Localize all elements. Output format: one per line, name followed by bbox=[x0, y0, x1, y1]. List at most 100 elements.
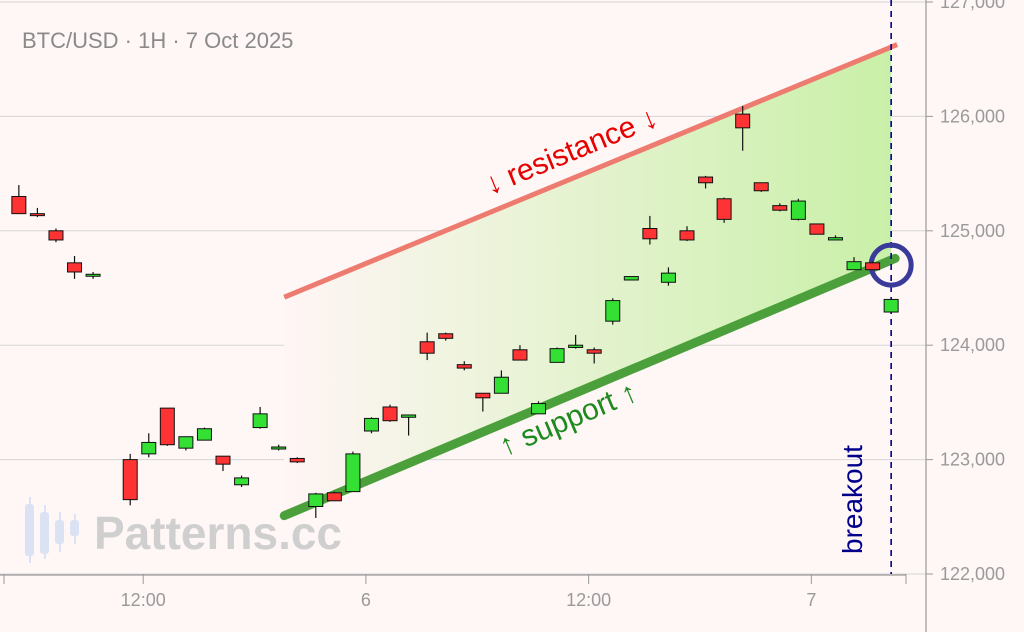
bullish-candle bbox=[345, 451, 361, 493]
bearish-candle bbox=[772, 203, 788, 212]
candle-body bbox=[735, 113, 751, 129]
candle-layer bbox=[11, 106, 899, 518]
candle-body bbox=[29, 213, 45, 217]
y-tick-label: 126,000 bbox=[940, 106, 1005, 126]
bearish-candle bbox=[735, 106, 751, 151]
bearish-candle bbox=[48, 228, 64, 243]
candle-body bbox=[271, 446, 287, 450]
x-tick-label: 12:00 bbox=[121, 590, 166, 610]
watermark-logo-icon bbox=[25, 497, 79, 563]
bearish-candle bbox=[642, 215, 658, 245]
chart-title: BTC/USD · 1H · 7 Oct 2025 bbox=[22, 28, 294, 53]
candle-body bbox=[586, 349, 602, 354]
bullish-candle bbox=[363, 417, 379, 434]
bearish-candle bbox=[865, 261, 881, 271]
x-tick-label: 6 bbox=[361, 590, 371, 610]
y-tick-label: 122,000 bbox=[940, 564, 1005, 584]
candle-body bbox=[363, 417, 379, 432]
bullish-candle bbox=[883, 298, 899, 313]
candle-body bbox=[196, 428, 212, 441]
channel-fill bbox=[284, 46, 892, 516]
bullish-candle bbox=[308, 492, 324, 518]
y-tick-label: 123,000 bbox=[940, 450, 1005, 470]
bullish-candle bbox=[85, 271, 101, 279]
y-tick-label: 127,000 bbox=[940, 0, 1005, 12]
bearish-candle bbox=[438, 332, 454, 341]
candle-body bbox=[679, 230, 695, 241]
bearish-candle bbox=[512, 345, 528, 361]
support-line bbox=[279, 253, 900, 521]
candle-body bbox=[846, 261, 862, 271]
bearish-candle bbox=[215, 455, 231, 472]
candle-body bbox=[11, 195, 27, 215]
breakout-label: breakout bbox=[837, 445, 868, 554]
bullish-candle bbox=[141, 433, 157, 458]
candle-body bbox=[141, 441, 157, 455]
bearish-candle bbox=[809, 223, 825, 235]
resistance-line bbox=[283, 42, 899, 300]
candle-body bbox=[401, 414, 417, 418]
bullish-candle bbox=[401, 414, 417, 436]
bearish-candle bbox=[753, 182, 769, 192]
candle-body bbox=[159, 407, 175, 446]
bearish-candle bbox=[679, 226, 695, 242]
candle-body bbox=[252, 413, 268, 429]
bearish-candle bbox=[698, 175, 714, 189]
bearish-candle bbox=[716, 197, 732, 223]
y-tick-label: 124,000 bbox=[940, 335, 1005, 355]
bullish-candle bbox=[252, 406, 268, 429]
bullish-candle bbox=[531, 401, 547, 415]
bearish-candle bbox=[159, 407, 175, 446]
candle-body bbox=[660, 272, 676, 283]
candle-body bbox=[345, 453, 361, 493]
candle-body bbox=[549, 348, 565, 363]
candle-body bbox=[642, 228, 658, 240]
candle-body bbox=[475, 392, 491, 399]
x-tick-label: 12:00 bbox=[566, 590, 611, 610]
candle-body bbox=[512, 349, 528, 361]
bullish-candle bbox=[178, 436, 194, 451]
y-tick-label: 125,000 bbox=[940, 221, 1005, 241]
candle-body bbox=[716, 198, 732, 220]
x-tick-label: 7 bbox=[806, 590, 816, 610]
candle-body bbox=[289, 457, 305, 463]
candle-body bbox=[326, 492, 342, 502]
bullish-candle bbox=[605, 298, 621, 325]
candle-body bbox=[419, 341, 435, 354]
bearish-candle bbox=[29, 207, 45, 218]
bearish-candle bbox=[382, 404, 398, 422]
bullish-candle bbox=[196, 427, 212, 441]
bullish-candle bbox=[827, 235, 843, 241]
candle-body bbox=[382, 406, 398, 422]
candle-body bbox=[456, 364, 472, 369]
candle-body bbox=[531, 403, 547, 415]
candle-body bbox=[438, 333, 454, 339]
candle-body bbox=[827, 237, 843, 241]
bearish-candle bbox=[11, 185, 27, 215]
bullish-candle bbox=[549, 347, 565, 363]
candle-body bbox=[883, 298, 899, 313]
candle-body bbox=[234, 477, 250, 486]
candle-body bbox=[85, 273, 101, 277]
bullish-candle bbox=[493, 370, 509, 394]
bearish-candle bbox=[326, 491, 342, 502]
bearish-candle bbox=[67, 255, 83, 279]
bullish-candle bbox=[234, 475, 250, 488]
candle-body bbox=[308, 493, 324, 508]
candle-body bbox=[753, 182, 769, 192]
bullish-candle bbox=[568, 334, 584, 349]
candle-body bbox=[809, 223, 825, 235]
candle-body bbox=[790, 200, 806, 220]
watermark-text: Patterns.cc bbox=[94, 507, 343, 559]
candle-body bbox=[623, 276, 639, 281]
candle-body bbox=[772, 205, 788, 211]
candle-body bbox=[178, 436, 194, 449]
candle-body bbox=[698, 176, 714, 184]
bearish-candle bbox=[289, 457, 305, 464]
bearish-candle bbox=[586, 347, 602, 364]
candle-body bbox=[865, 262, 881, 271]
candle-body bbox=[67, 262, 83, 273]
